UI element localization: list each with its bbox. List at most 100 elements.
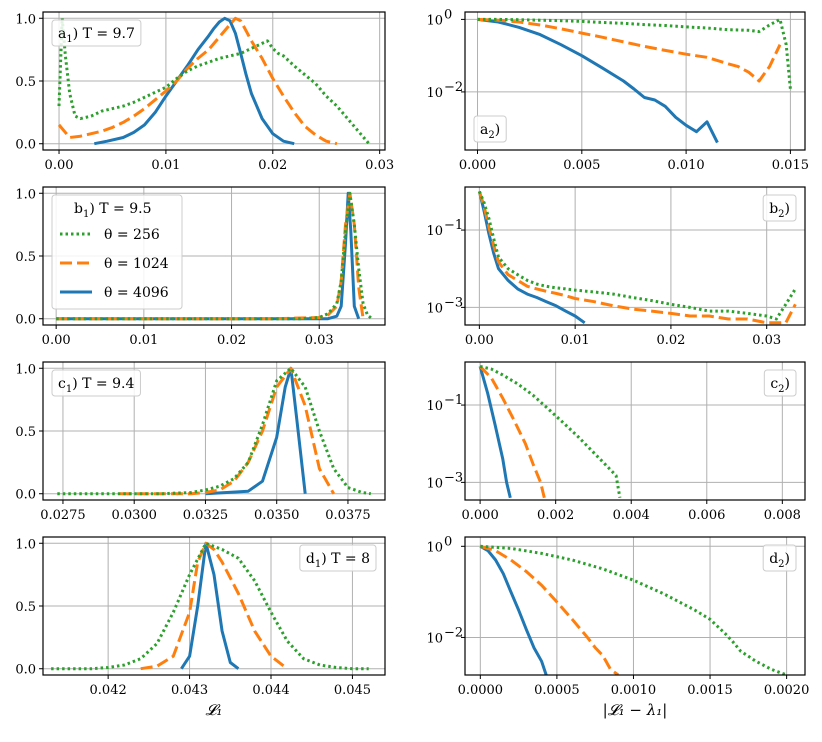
axes-frame [464,11,806,151]
x-tick-label: 0.03 [752,333,781,348]
x-tick-label: 0.006 [688,508,725,523]
x-tick-label: 0.0300 [111,508,157,523]
x-tick-label: 0.043 [171,683,208,698]
axes-frame [42,536,386,676]
y-tick-label: 0.5 [15,425,36,440]
series-line-theta4096 [479,544,548,675]
panel-c1: 0.0275 0.0300 0.0325 0.0350 0.0375 0.0 0.5 1.0 c… [15,361,386,523]
y-tick-label: 0.5 [15,600,36,615]
series-line-theta4096 [180,541,240,670]
y-tick-label: 0.0 [15,138,36,153]
series-line-theta1024 [477,17,782,83]
y-tick-label: 0.5 [15,75,36,90]
series-line-theta256 [477,17,792,90]
panel-annotation: d1) T = 8 [299,544,377,572]
x-axis-label: 𝓛₁ [206,701,223,719]
x-tick-label: 0.0000 [458,683,504,698]
x-tick-label: 0.0375 [325,508,371,523]
panel-annotation-text: d1) T = 8 [306,551,370,570]
axes-frame [464,361,806,501]
panel-annotation: a1) T = 9.7 [51,19,142,47]
y-tick-label: 10 [426,86,443,101]
x-tick-label: 0.045 [334,683,371,698]
axes-frame [42,11,386,151]
x-tick-label: 0.0015 [687,683,733,698]
panel-b1: 0.00 0.01 0.02 0.03 0.0 0.5 1.0 b1) T = 9.5 θ = … [15,186,386,348]
series-group [477,190,797,325]
series-group [477,17,792,144]
annotation-box [299,544,377,572]
panel-a1: 0.00 0.01 0.02 0.03 0.0 0.5 1.0 a1) T = 9.7 [15,11,394,173]
x-tick-label: 0.0325 [183,508,229,523]
legend-label: θ = 4096 [104,285,169,301]
annotation-box [762,544,797,572]
x-tick-label: 0.03 [365,158,394,173]
series-line-theta1024 [479,544,620,675]
y-tick-exponent: −3 [444,470,463,485]
y-tick-exponent: −3 [444,295,463,310]
y-tick-exponent: −2 [444,80,463,95]
series-line-theta1024 [479,365,546,499]
x-tick-label: 0.004 [613,508,650,523]
panel-annotation-text: a2) [480,122,500,141]
series-line-theta256 [51,541,369,671]
x-tick-label: 0.000 [462,508,499,523]
panel-annotation: d2) [762,544,797,572]
panel-annotation: c1) T = 9.4 [51,369,141,397]
series-line-theta4096 [477,191,586,325]
x-tick-label: 0.002 [537,508,574,523]
series-line-theta256 [478,190,797,321]
axes-frame [42,361,386,501]
series-line-theta1024 [140,541,289,671]
series-group [51,541,369,671]
y-tick-exponent: 0 [444,7,452,22]
y-tick-exponent: −1 [444,393,463,408]
annotation-box [51,194,183,310]
panel-annotation: b2) [762,194,797,222]
x-axis-label: |𝓛₁ − λ₁| [603,701,668,719]
series-group [478,364,622,499]
x-tick-label: 0.0350 [254,508,300,523]
x-tick-label: 0.042 [90,683,127,698]
x-tick-label: 0.01 [151,158,180,173]
x-tick-label: 0.02 [656,333,685,348]
y-tick-label: 10 [426,301,443,316]
y-tick-label: 10 [426,540,443,555]
panel-annotation: a2) [473,115,507,143]
y-tick-label: 0.0 [15,663,36,678]
series-group [479,544,788,675]
x-tick-label: 0.0005 [534,683,580,698]
x-tick-label: 0.010 [667,158,704,173]
x-tick-label: 0.01 [561,333,590,348]
annotation-box [51,19,142,47]
x-tick-label: 0.015 [772,158,809,173]
x-tick-label: 0.00 [465,333,494,348]
series-group [57,366,372,496]
panel-d1: 0.042 0.043 0.044 0.045 0.0 0.5 1.0 d1) T = 8 𝓛₁ [15,536,386,719]
x-tick-label: 0.01 [129,333,158,348]
annotation-box [473,115,507,143]
panel-annotation-text: c2) [770,376,790,395]
x-tick-label: 0.0275 [40,508,86,523]
series-line-theta4096 [94,16,295,146]
y-tick-label: 0.0 [15,488,36,503]
y-tick-label: 0.0 [15,313,36,328]
panel-annotation-text: c1) T = 9.4 [58,376,134,395]
panel-annotation-text: b2) [769,201,790,220]
x-tick-label: 0.005 [563,158,600,173]
x-tick-label: 0.008 [764,508,801,523]
y-tick-label: 0.5 [15,250,36,265]
y-tick-label: 1.0 [15,537,36,552]
panel-annotation: c2) [763,369,797,397]
panel-annotation-text: a1) T = 9.7 [58,26,135,45]
y-tick-exponent: 0 [444,534,452,549]
y-tick-label: 1.0 [15,12,36,27]
annotation-box [762,194,797,222]
series-line-theta256 [57,366,372,496]
axes-frame [464,186,806,326]
panel-annotation: b1) T = 9.5 [51,194,183,310]
